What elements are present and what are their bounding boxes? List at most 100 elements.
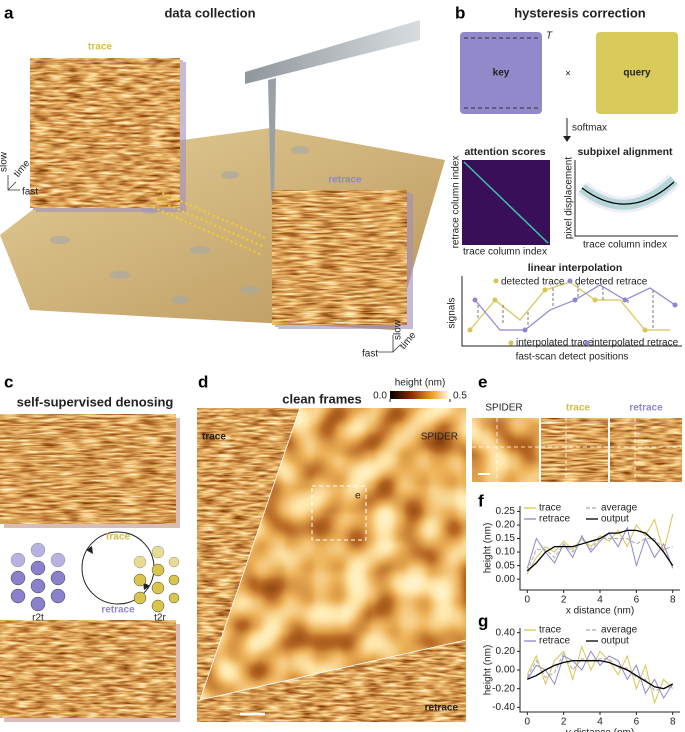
y-tick-label: 0.00 — [496, 574, 516, 585]
x-tick-label: 2 — [561, 595, 567, 606]
legend-label: interpolated retrace — [592, 338, 679, 349]
key-label: key — [493, 68, 510, 79]
column-label: trace — [566, 403, 590, 414]
r2t-label: r2t — [32, 613, 44, 624]
axis-word: slow — [393, 319, 404, 340]
legend-label: interpolated trace — [516, 338, 594, 349]
series-line — [526, 645, 674, 705]
y-tick-label: 0.00 — [496, 665, 516, 676]
retrace-label: retrace — [425, 703, 459, 714]
axis-label: trace column index — [583, 240, 667, 251]
t2r-label: t2r — [154, 613, 166, 624]
x-tick-label: 0 — [524, 717, 530, 728]
panel-title: hysteresis correction — [514, 5, 646, 20]
panel-title: clean frames — [282, 391, 362, 406]
x-tick-label: 2 — [561, 717, 567, 728]
y-tick-label: 0.15 — [496, 533, 516, 544]
series-line — [526, 537, 673, 572]
y-tick-label: 0.20 — [496, 646, 516, 657]
softmax-label: softmax — [572, 123, 607, 134]
panel-letter: e — [478, 372, 487, 391]
axis-word: slow — [0, 151, 10, 172]
x-tick-label: 4 — [597, 717, 603, 728]
legend-label: detected trace — [501, 277, 565, 288]
axis-word: time — [12, 158, 33, 180]
series-line — [526, 526, 674, 569]
colorbar — [390, 391, 450, 399]
x-tick-label: 8 — [670, 595, 676, 606]
panel-title: data collection — [164, 5, 255, 20]
retrace-frames — [0, 620, 176, 718]
trace-image — [30, 58, 180, 208]
y-tick-label: 0.40 — [496, 627, 516, 638]
panel-letter: c — [4, 372, 13, 391]
y-tick-label: 0.10 — [496, 547, 516, 558]
times: × — [565, 69, 571, 80]
axis-label: fast-scan detect positions — [516, 352, 629, 363]
retrace-crop — [610, 418, 682, 482]
x-tick-label: 6 — [634, 717, 640, 728]
trace-frames — [0, 414, 176, 524]
panel-title: self-supervised denosing — [17, 394, 174, 409]
panel-letter: d — [198, 372, 208, 391]
legend-label: retrace — [539, 514, 571, 525]
y-axis-label: height (nm) — [483, 645, 494, 696]
subplot-title: linear interpolation — [528, 262, 623, 274]
x-tick-label: 0 — [524, 595, 530, 606]
panel-letter: a — [4, 3, 14, 22]
y-tick-label: 0.20 — [496, 520, 516, 531]
legend-label: output — [601, 514, 629, 525]
legend-label: detected retrace — [575, 277, 648, 288]
interp-points — [467, 287, 678, 333]
retrace-label: retrace — [328, 175, 362, 186]
x-tick-label: 6 — [634, 595, 640, 606]
colorbar-tick-label: 0.0 — [373, 391, 387, 402]
column-label: SPIDER — [485, 403, 522, 414]
x-axis-label: x distance (nm) — [566, 606, 634, 617]
trace-crop — [541, 418, 608, 482]
transpose: T — [546, 31, 553, 42]
y-axis-label: height (nm) — [483, 523, 494, 574]
panel-letter: g — [478, 611, 488, 630]
legend-label: output — [601, 636, 629, 647]
trace-label: trace — [202, 432, 226, 443]
legend-dot — [567, 278, 573, 284]
inset-label: e — [355, 491, 361, 502]
legend-label: trace — [539, 625, 562, 636]
series-line — [526, 650, 674, 700]
series-line — [526, 514, 674, 574]
legend-label: trace — [539, 503, 562, 514]
divider — [199, 407, 467, 701]
subplot-title: subpixel alignment — [577, 146, 673, 158]
series-line — [527, 660, 674, 690]
trace-label: trace — [106, 532, 130, 543]
axis-label: retrace column index — [451, 156, 462, 249]
trace-label: trace — [88, 42, 112, 53]
alignment-fit — [581, 181, 675, 205]
axis — [461, 276, 682, 347]
y-tick-label: 0.05 — [496, 560, 516, 571]
query-box — [596, 32, 678, 114]
y-tick-label: 0.25 — [496, 506, 516, 517]
axis-label: pixel displacement — [564, 157, 575, 239]
crosshair — [472, 418, 682, 482]
colorbar-label: height (nm) — [395, 378, 446, 389]
axis — [519, 628, 680, 713]
retrace-label: retrace — [101, 605, 135, 616]
interp-lines — [469, 281, 676, 331]
legend-dot — [508, 340, 514, 346]
axis-label: trace column index — [463, 247, 547, 258]
retrace-image — [272, 190, 407, 325]
network-t2r — [133, 545, 180, 613]
scan-arrows — [149, 189, 266, 255]
legend-label: retrace — [539, 636, 571, 647]
spider-label: SPIDER — [421, 432, 458, 443]
tip — [268, 78, 276, 200]
legend-label: average — [601, 625, 638, 636]
legend-label: average — [601, 503, 638, 514]
column-label: retrace — [629, 403, 663, 414]
colorbar-tick-label: 0.5 — [453, 391, 467, 402]
inset-box — [311, 485, 367, 541]
y-tick-label: -0.20 — [492, 683, 515, 694]
